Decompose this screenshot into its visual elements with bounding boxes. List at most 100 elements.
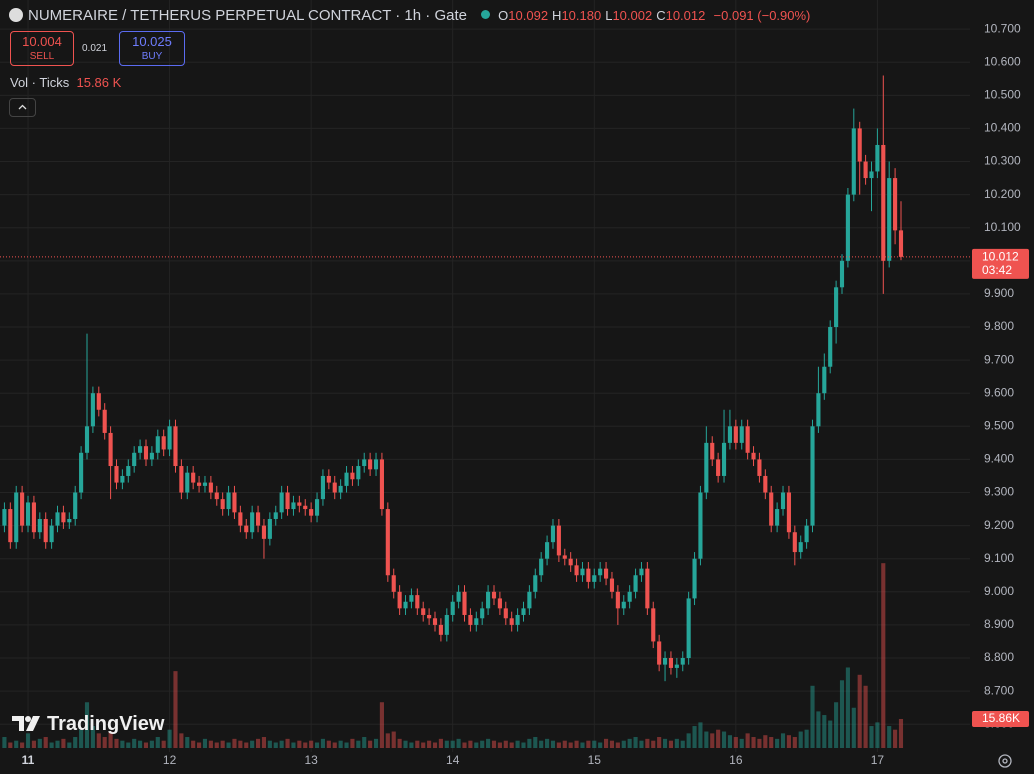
volume-bar bbox=[438, 738, 443, 748]
candle-body bbox=[250, 512, 255, 533]
candle-body bbox=[698, 492, 703, 559]
candle-body bbox=[662, 658, 668, 665]
candle-body bbox=[586, 568, 591, 582]
buy-button[interactable]: 10.025 BUY bbox=[119, 31, 185, 66]
candle-body bbox=[432, 618, 438, 625]
volume-bar bbox=[521, 742, 526, 748]
candle-body bbox=[214, 492, 219, 500]
volume-bar bbox=[639, 740, 644, 748]
volume-bar bbox=[326, 740, 331, 748]
candle-body bbox=[356, 466, 361, 480]
candle-body bbox=[834, 287, 839, 328]
y-tick-label: 10.200 bbox=[984, 187, 1021, 201]
volume-bar bbox=[61, 738, 66, 748]
x-tick-label: 12 bbox=[163, 753, 177, 767]
volume-bar bbox=[822, 715, 827, 748]
ohlc: O10.092 H10.180 L10.002 C10.012 bbox=[498, 8, 709, 23]
candle-body bbox=[556, 525, 561, 556]
candle-body bbox=[668, 658, 674, 668]
candle-body bbox=[462, 591, 467, 615]
candle-body bbox=[285, 492, 290, 510]
volume-bar bbox=[839, 680, 845, 748]
candle-body bbox=[132, 452, 137, 467]
candle-body bbox=[2, 509, 7, 526]
volume-bar bbox=[568, 742, 573, 748]
legend-row: NUMERAIRE / TETHERUS PERPETUAL CONTRACT … bbox=[9, 7, 810, 24]
plot-area bbox=[0, 0, 970, 752]
volume-bar bbox=[580, 742, 585, 748]
volume-bar bbox=[462, 742, 467, 748]
volume-bar bbox=[261, 737, 267, 748]
y-tick-label: 8.900 bbox=[984, 617, 1014, 631]
candle-body bbox=[409, 595, 414, 602]
candle-body bbox=[309, 509, 314, 516]
volume-bar bbox=[875, 722, 880, 748]
volume-bar bbox=[67, 742, 72, 748]
volume-bar bbox=[244, 742, 249, 748]
candle-body bbox=[267, 518, 272, 539]
y-tick-label: 9.400 bbox=[984, 452, 1014, 466]
volume-bar bbox=[84, 702, 90, 748]
volume-bar bbox=[279, 740, 284, 748]
candle-body bbox=[67, 518, 72, 523]
settings-icon[interactable] bbox=[998, 754, 1012, 768]
volume-bar bbox=[427, 740, 432, 748]
volume-bar bbox=[379, 702, 384, 748]
candle-body bbox=[303, 505, 308, 510]
volume-bar bbox=[780, 733, 786, 748]
candle-body bbox=[8, 509, 13, 543]
volume-indicator[interactable]: Vol · Ticks 15.86 K bbox=[10, 75, 121, 90]
volume-bar bbox=[332, 742, 337, 748]
watermark-text: TradingView bbox=[47, 713, 165, 735]
candle-body bbox=[822, 366, 827, 394]
collapse-button[interactable] bbox=[9, 98, 36, 117]
candle-body bbox=[161, 436, 166, 450]
volume-bar bbox=[804, 729, 809, 748]
candle-body bbox=[14, 492, 19, 543]
gear-outer bbox=[998, 754, 1012, 768]
volume-bar bbox=[8, 742, 13, 748]
candle-body bbox=[804, 525, 809, 543]
x-tick-label: 16 bbox=[729, 753, 743, 767]
candle-body bbox=[645, 568, 650, 609]
volume-bar bbox=[114, 738, 119, 748]
y-tick-label: 10.400 bbox=[984, 121, 1021, 135]
volume-bar bbox=[893, 729, 898, 748]
candle-body bbox=[491, 591, 497, 599]
candle-body bbox=[167, 426, 172, 450]
watermark: TradingView bbox=[11, 713, 164, 736]
candle-body bbox=[43, 518, 48, 543]
candle-body bbox=[244, 525, 249, 533]
candle-body bbox=[456, 591, 461, 602]
volume-bar bbox=[633, 737, 638, 748]
volume-bar bbox=[202, 738, 208, 748]
symbol-title[interactable]: NUMERAIRE / TETHERUS PERPETUAL CONTRACT … bbox=[28, 7, 467, 24]
candle-body bbox=[657, 641, 662, 665]
sell-button[interactable]: 10.004 SELL bbox=[10, 31, 74, 66]
volume-bar bbox=[757, 738, 762, 748]
candle-body bbox=[780, 492, 786, 510]
volume-bar bbox=[285, 738, 290, 748]
candle-body bbox=[527, 591, 532, 609]
candle-body bbox=[621, 601, 626, 609]
last-price-label: 10.012 bbox=[982, 250, 1019, 264]
candle-body bbox=[839, 260, 845, 288]
volume-bar bbox=[2, 737, 7, 748]
candle-body bbox=[810, 426, 815, 526]
candle-body bbox=[633, 575, 638, 592]
candle-body bbox=[397, 591, 402, 609]
volume-bar bbox=[456, 738, 461, 748]
candle-body bbox=[202, 482, 208, 486]
volume-bar bbox=[592, 740, 597, 748]
volume-bar bbox=[556, 742, 561, 748]
candle-body bbox=[609, 578, 615, 592]
volume-bar bbox=[727, 735, 732, 748]
volume-bar bbox=[421, 742, 426, 748]
candle-body bbox=[126, 466, 131, 476]
volume-bar bbox=[126, 742, 131, 748]
ohlc-value: 10.012 bbox=[665, 8, 706, 23]
candle-body bbox=[120, 475, 125, 483]
volume-bar bbox=[297, 740, 302, 748]
candle-body bbox=[90, 393, 95, 427]
volume-bar bbox=[20, 742, 25, 748]
